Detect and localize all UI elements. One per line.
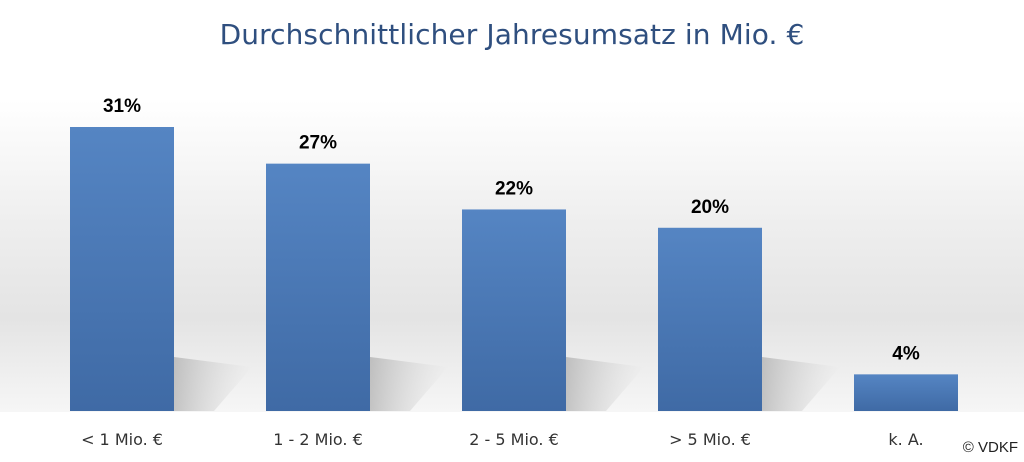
bar [854, 374, 958, 411]
bar [658, 227, 762, 411]
bar-shadows [174, 357, 840, 411]
bar [462, 209, 566, 411]
category-label: > 5 Mio. € [669, 430, 751, 449]
value-labels-group: 31% 27% 22% 20% 4% [103, 96, 920, 364]
category-label: 2 - 5 Mio. € [469, 430, 559, 449]
copyright-text: © VDKF [962, 439, 1018, 456]
bar-shadow [566, 357, 644, 411]
value-label: 22% [495, 178, 533, 199]
category-label: < 1 Mio. € [81, 430, 163, 449]
bars-group [70, 127, 958, 411]
value-label: 27% [299, 133, 337, 154]
value-label: 31% [103, 96, 141, 117]
bar-shadow [174, 357, 252, 411]
bar [70, 127, 174, 411]
category-labels-group: < 1 Mio. € 1 - 2 Mio. € 2 - 5 Mio. € > 5 Mi… [81, 430, 924, 449]
bar-shadow [762, 357, 840, 411]
value-label: 4% [892, 343, 920, 364]
bar [266, 163, 370, 411]
category-label: 1 - 2 Mio. € [273, 430, 363, 449]
chart-title: Durchschnittlicher Jahresumsatz in Mio. … [219, 18, 805, 51]
bar-shadow [370, 357, 448, 411]
category-label: k. A. [888, 430, 923, 449]
value-label: 20% [691, 197, 729, 218]
